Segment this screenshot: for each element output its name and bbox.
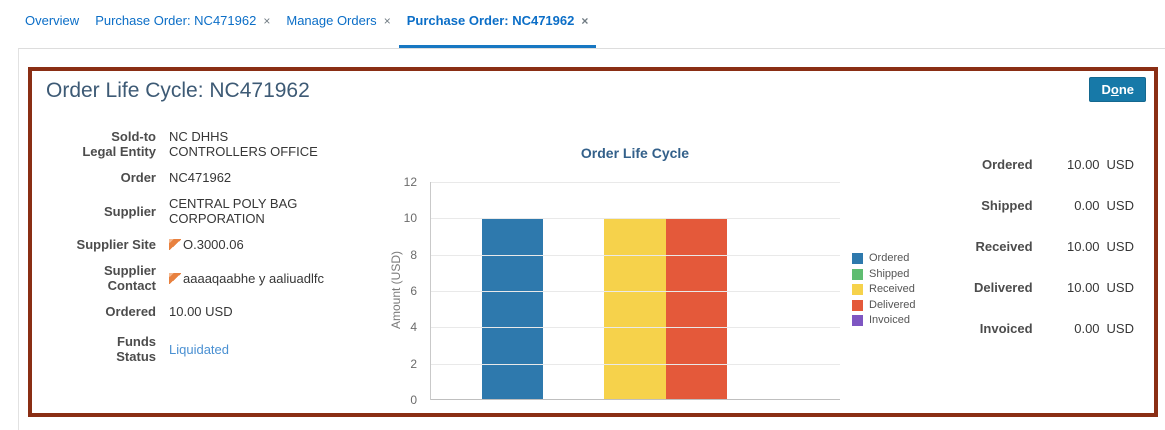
y-tick-label: 4 (410, 320, 417, 335)
field-label: Supplier Contact (103, 263, 156, 293)
field-supplier-site: Supplier Site O.3000.06 (38, 237, 374, 252)
field-value: CENTRAL POLY BAG CORPORATION (169, 196, 298, 226)
tab-purchase-order-2-active[interactable]: Purchase Order: NC471962 × (398, 13, 597, 48)
field-value: 10.00 USD (169, 304, 233, 319)
tab-label: Overview (25, 13, 80, 28)
field-value: NC DHHS CONTROLLERS OFFICE (169, 129, 318, 159)
done-label-part: D (1101, 82, 1111, 97)
gridline (431, 363, 840, 365)
field-label: Supplier Site (76, 237, 156, 252)
field-label: Funds Status (116, 334, 156, 364)
chart-title: Order Life Cycle (580, 145, 690, 161)
legend-item-received: Received (852, 284, 915, 295)
funds-status-link[interactable]: Liquidated (169, 341, 229, 357)
field-value: Liquidated (169, 342, 229, 357)
contextual-info-icon[interactable] (169, 239, 181, 250)
summary-row-ordered: Ordered 10.00 USD (981, 157, 1134, 172)
tab-close-icon[interactable]: × (263, 14, 271, 28)
bar-delivered (665, 218, 727, 400)
gridline (431, 182, 840, 183)
field-label: Sold-to Legal Entity (82, 129, 156, 159)
order-details: Sold-to Legal Entity NC DHHS CONTROLLERS… (38, 129, 374, 375)
field-ordered: Ordered 10.00 USD (38, 304, 374, 319)
y-tick-label: 0 (410, 393, 417, 407)
summary-row-invoiced: Invoiced 0.00 USD (979, 321, 1134, 336)
summary-row-shipped: Shipped 0.00 USD (981, 198, 1134, 213)
gridline (431, 327, 840, 329)
field-label: Ordered (105, 304, 156, 319)
field-supplier: Supplier CENTRAL POLY BAG CORPORATION (38, 196, 374, 226)
order-life-cycle-panel: Order Life Cycle: NC471962 Done Sold-to … (28, 67, 1158, 417)
field-label: Order (120, 170, 156, 185)
legend-swatch (852, 253, 863, 264)
y-axis-ticks: 0 2 4 6 8 10 12 (388, 175, 424, 407)
y-tick-label: 10 (403, 211, 417, 226)
y-tick-label: 2 (410, 356, 417, 371)
legend-swatch (852, 268, 863, 280)
y-tick-label: 8 (410, 247, 417, 262)
plot-area (430, 182, 840, 400)
page-title: Order Life Cycle: NC471962 (46, 79, 310, 102)
done-label-accesskey: o (1110, 82, 1119, 97)
y-tick-label: 12 (403, 175, 417, 189)
tab-label: Manage Orders (286, 13, 377, 28)
done-button[interactable]: Done (1089, 77, 1146, 102)
chart-legend: Ordered Shipped Received Delivered Invoi… (852, 253, 915, 331)
tab-label: Purchase Order: NC471962 (95, 13, 257, 28)
gridline (431, 254, 840, 256)
legend-item-delivered: Delivered (852, 299, 915, 311)
gridline (431, 291, 840, 292)
legend-item-invoiced: Invoiced (852, 315, 915, 326)
tab-purchase-order-1[interactable]: Purchase Order: NC471962 × (87, 13, 278, 48)
amount-summary: Ordered 10.00 USD Shipped 0.00 USD Recei… (938, 157, 1134, 362)
legend-swatch (852, 299, 863, 311)
field-value: O.3000.06 (169, 237, 244, 252)
tab-manage-orders[interactable]: Manage Orders × (278, 13, 398, 48)
bar-received (604, 218, 666, 400)
legend-swatch (852, 315, 863, 326)
contextual-info-icon[interactable] (169, 272, 181, 284)
field-funds-status: Funds Status Liquidated (38, 334, 374, 364)
field-value: aaaaqaabhe y aaliuadlfc (169, 271, 324, 286)
y-tick-label: 6 (410, 284, 417, 298)
tab-close-icon[interactable]: × (383, 14, 391, 28)
tab-overview[interactable]: Overview (17, 13, 87, 48)
gridline (431, 399, 840, 400)
legend-item-shipped: Shipped (852, 268, 915, 280)
tab-close-icon[interactable]: × (581, 14, 589, 28)
field-sold-to-legal-entity: Sold-to Legal Entity NC DHHS CONTROLLERS… (38, 129, 374, 159)
legend-swatch (852, 284, 863, 295)
done-label-part: ne (1118, 82, 1134, 97)
bar-group (482, 182, 788, 400)
tab-label: Purchase Order: NC471962 (406, 13, 575, 28)
field-supplier-contact: Supplier Contact aaaaqaabhe y aaliuadlfc (38, 263, 374, 293)
summary-row-received: Received 10.00 USD (975, 239, 1134, 254)
tab-bar: Overview Purchase Order: NC471962 × Mana… (0, 0, 1165, 48)
field-value: NC471962 (169, 170, 232, 185)
summary-row-delivered: Delivered 10.00 USD (974, 280, 1134, 295)
gridline (431, 218, 840, 220)
field-label: Supplier (103, 203, 156, 219)
legend-item-ordered: Ordered (852, 253, 915, 264)
field-order: Order NC471962 (38, 170, 374, 185)
bar-ordered (482, 218, 544, 400)
